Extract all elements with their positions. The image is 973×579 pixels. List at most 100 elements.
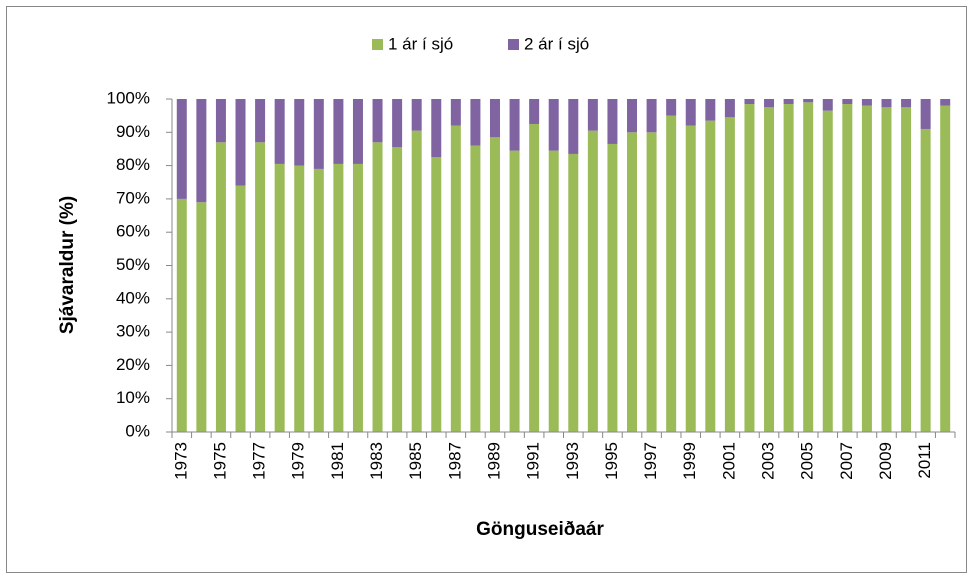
bar-segment [255,99,266,143]
bar-segment [235,185,246,432]
bar-segment [548,150,559,433]
bar-segment [294,165,305,432]
bar-segment [176,99,187,199]
x-axis-label: Gönguseiðaár [476,519,604,540]
x-tick-label: 1987 [445,442,464,480]
bar-segment [803,99,814,103]
bar-segment [764,107,775,432]
bar-segment [568,99,579,154]
bar-segment [294,99,305,166]
bar-segment [920,99,931,129]
x-tick-label: 2007 [837,442,856,480]
bar-segment [411,99,422,131]
bar-segment [861,105,872,432]
bar-segment [333,99,344,164]
y-axis-label: Sjávaraldur (%) [57,196,78,334]
bar-segment [587,130,598,432]
bar-segment [489,137,500,433]
x-tick-label: 2011 [915,442,934,479]
bar-segment [313,168,324,432]
y-tick-label: 100% [107,88,150,107]
bar-segment [470,99,481,146]
bar-segment [235,99,246,186]
y-tick-label: 20% [116,355,150,374]
bar-segment [196,99,207,203]
bar-segment [352,99,363,164]
bar-segment [470,145,481,432]
x-tick-label: 1979 [289,442,308,480]
legend-swatch [508,39,519,50]
bar-segment [450,125,461,432]
y-tick-label: 70% [116,188,150,207]
x-tick-label: 2005 [798,442,817,480]
legend-label: 2 ár í sjó [524,34,589,53]
x-tick-label: 1977 [250,442,269,480]
bar-segment [901,99,912,108]
chart-frame [6,6,967,573]
bar-segment [215,99,226,143]
bar-segment [607,99,618,144]
bar-segment [489,99,500,138]
bar-segment [803,102,814,432]
bar-segment [548,99,559,151]
bar-segment [842,103,853,433]
x-tick-label: 1983 [367,442,386,480]
x-tick-label: 1999 [680,442,699,480]
x-tick-label: 1995 [602,442,621,480]
bar-segment [783,99,794,104]
bar-segment [313,99,324,169]
bar-segment [685,125,696,432]
bar-segment [646,99,657,133]
bar-segment [215,142,226,433]
bar-segment [274,99,285,164]
x-tick-label: 1997 [641,442,660,480]
bar-segment [352,163,363,432]
bar-segment [529,99,540,124]
bar-segment [607,143,618,432]
x-tick-label: 2001 [719,442,738,480]
x-tick-label: 1975 [210,442,229,480]
bar-segment [509,99,520,151]
bar-segment [783,103,794,433]
x-tick-label: 1989 [484,442,503,480]
bar-segment [705,120,716,433]
y-tick-label: 90% [116,122,150,141]
bar-segment [666,99,677,116]
bar-segment [196,202,207,432]
x-tick-label: 2009 [876,442,895,480]
x-tick-label: 1973 [171,442,190,480]
bar-segment [411,130,422,432]
bar-segment [881,99,892,108]
bar-segment [920,128,931,432]
bar-segment [724,117,735,432]
legend-label: 1 ár í sjó [388,34,453,53]
bar-segment [568,153,579,432]
bar-segment [627,99,638,133]
bar-segment [881,107,892,432]
bar-segment [940,99,951,106]
bar-segment [940,105,951,432]
bar-segment [861,99,872,106]
bar-segment [529,123,540,432]
bar-segment [685,99,696,126]
y-tick-label: 10% [116,388,150,407]
y-tick-label: 0% [125,421,150,440]
bar-segment [372,142,383,433]
bar-segment [842,99,853,104]
legend-swatch [372,39,383,50]
x-tick-label: 1981 [328,442,347,480]
x-tick-label: 1993 [563,442,582,480]
y-tick-label: 40% [116,288,150,307]
bar-segment [274,163,285,432]
bar-segment [705,99,716,121]
bar-segment [744,99,755,104]
y-tick-label: 50% [116,255,150,274]
bar-segment [627,132,638,433]
bar-segment [822,99,833,111]
y-tick-label: 60% [116,222,150,241]
x-tick-label: 1991 [524,442,543,480]
bar-segment [431,157,442,432]
bar-segment [509,150,520,433]
bar-segment [176,198,187,432]
